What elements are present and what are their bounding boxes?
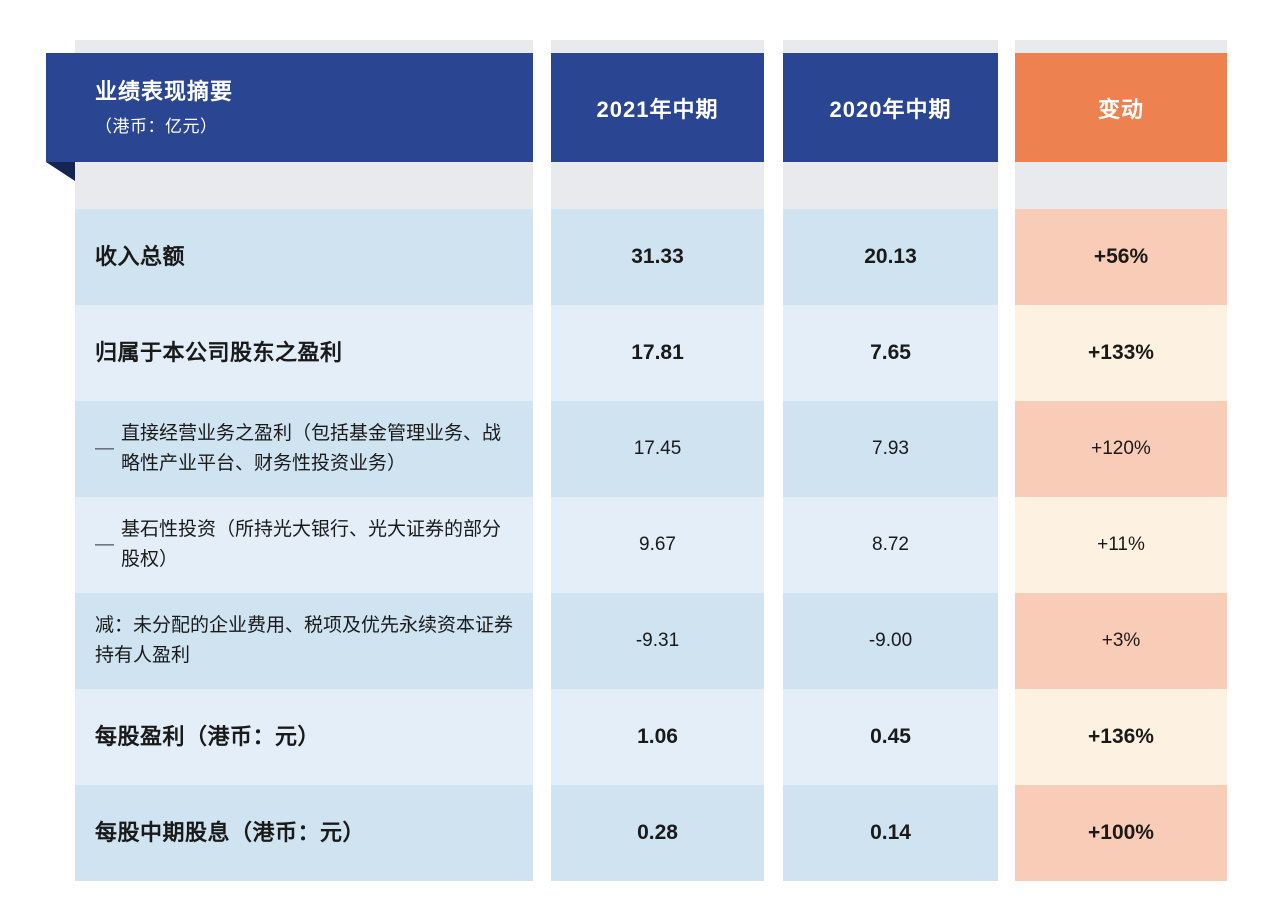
column-header-change: 变动 xyxy=(1015,53,1227,162)
row-label: 每股盈利（港币：元） xyxy=(95,724,321,750)
column-gutter xyxy=(998,497,1015,593)
row-label-cell: 收入总额 xyxy=(75,209,533,305)
value-2020: 0.45 xyxy=(783,689,998,785)
row-label: 直接经营业务之盈利（包括基金管理业务、战略性产业平台、财务性投资业务） xyxy=(121,422,502,474)
table-unit-label: （港币：亿元） xyxy=(95,117,218,137)
column-header-2021: 2021年中期 xyxy=(551,53,764,162)
column-gutter xyxy=(533,209,551,305)
value-2021: -9.31 xyxy=(551,593,764,689)
tab-fold-corner xyxy=(46,162,75,181)
column-gutter xyxy=(998,785,1015,881)
row-label: 收入总额 xyxy=(95,244,186,270)
table-title-tab: 业绩表现摘要 （港币：亿元） xyxy=(46,53,533,162)
dash-marker: — xyxy=(95,533,114,555)
column-gutter xyxy=(764,785,783,881)
column-gutter xyxy=(533,305,551,401)
column-gutter xyxy=(998,305,1015,401)
value-2021: 17.81 xyxy=(551,305,764,401)
table-row: — 基石性投资（所持光大银行、光大证券的部分股权） 9.67 8.72 +11% xyxy=(75,497,1227,593)
dash-marker: — xyxy=(95,437,114,459)
row-label-cell: — 基石性投资（所持光大银行、光大证券的部分股权） xyxy=(75,497,533,593)
column-gutter xyxy=(533,689,551,785)
column-gutter xyxy=(533,785,551,881)
row-label: 基石性投资（所持光大银行、光大证券的部分股权） xyxy=(121,518,502,570)
column-header-2020: 2020年中期 xyxy=(783,53,998,162)
table-row: 减：未分配的企业费用、税项及优先永续资本证券持有人盈利 -9.31 -9.00 … xyxy=(75,593,1227,689)
row-label-cell: 每股盈利（港币：元） xyxy=(75,689,533,785)
table-row: 每股中期股息（港币：元） 0.28 0.14 +100% xyxy=(75,785,1227,881)
value-2021: 1.06 xyxy=(551,689,764,785)
value-2020: 7.93 xyxy=(783,401,998,497)
column-gutter xyxy=(533,497,551,593)
value-2021: 9.67 xyxy=(551,497,764,593)
column-gutter xyxy=(764,689,783,785)
value-2021: 0.28 xyxy=(551,785,764,881)
row-label-cell: 每股中期股息（港币：元） xyxy=(75,785,533,881)
table-row: 归属于本公司股东之盈利 17.81 7.65 +133% xyxy=(75,305,1227,401)
value-change: +133% xyxy=(1015,305,1227,401)
column-gutter xyxy=(998,401,1015,497)
row-label: 归属于本公司股东之盈利 xyxy=(95,340,343,366)
row-label: 每股中期股息（港币：元） xyxy=(95,820,366,846)
column-gutter xyxy=(998,593,1015,689)
value-change: +56% xyxy=(1015,209,1227,305)
value-2020: 0.14 xyxy=(783,785,998,881)
value-2021: 31.33 xyxy=(551,209,764,305)
column-gutter xyxy=(764,401,783,497)
value-change: +136% xyxy=(1015,689,1227,785)
column-gutter xyxy=(764,497,783,593)
value-2020: 20.13 xyxy=(783,209,998,305)
value-change: +3% xyxy=(1015,593,1227,689)
table-row: — 直接经营业务之盈利（包括基金管理业务、战略性产业平台、财务性投资业务） 17… xyxy=(75,401,1227,497)
column-gutter xyxy=(998,689,1015,785)
row-label-cell: 减：未分配的企业费用、税项及优先永续资本证券持有人盈利 xyxy=(75,593,533,689)
table-title: 业绩表现摘要 xyxy=(95,78,234,104)
value-change: +120% xyxy=(1015,401,1227,497)
table-body: 收入总额 31.33 20.13 +56% 归属于本公司股东之盈利 17.81 … xyxy=(75,209,1227,881)
row-label-cell: — 直接经营业务之盈利（包括基金管理业务、战略性产业平台、财务性投资业务） xyxy=(75,401,533,497)
column-gutter xyxy=(764,305,783,401)
column-gutter xyxy=(764,593,783,689)
table-row: 收入总额 31.33 20.13 +56% xyxy=(75,209,1227,305)
value-2021: 17.45 xyxy=(551,401,764,497)
value-change: +11% xyxy=(1015,497,1227,593)
row-label: 减：未分配的企业费用、税项及优先永续资本证券持有人盈利 xyxy=(95,614,514,666)
value-change: +100% xyxy=(1015,785,1227,881)
row-label-cell: 归属于本公司股东之盈利 xyxy=(75,305,533,401)
value-2020: 7.65 xyxy=(783,305,998,401)
column-gutter xyxy=(764,209,783,305)
value-2020: -9.00 xyxy=(783,593,998,689)
table-row: 每股盈利（港币：元） 1.06 0.45 +136% xyxy=(75,689,1227,785)
column-gutter xyxy=(533,401,551,497)
column-gutter xyxy=(998,209,1015,305)
value-2020: 8.72 xyxy=(783,497,998,593)
column-gutter xyxy=(533,593,551,689)
